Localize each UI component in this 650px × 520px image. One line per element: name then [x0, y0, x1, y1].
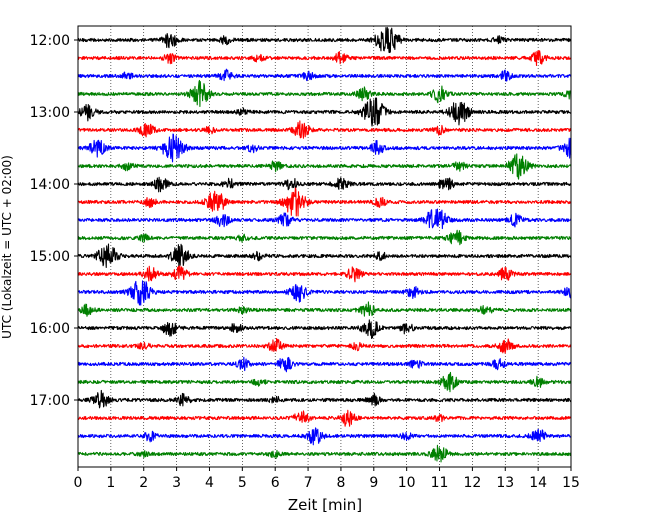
y-axis-ticks: 12:00 13:00 14:00 15:00 16:00 17:00 — [30, 33, 78, 409]
x-tick-label: 1 — [106, 475, 115, 491]
trace-13:30 — [77, 133, 572, 163]
x-tick-label: 0 — [74, 475, 83, 491]
x-tick-label: 13 — [496, 475, 514, 491]
trace-12:30 — [77, 68, 572, 82]
plot-frame — [77, 25, 572, 468]
x-tick-label: 3 — [172, 475, 181, 491]
trace-15:30 — [77, 280, 572, 306]
x-tick-label: 2 — [139, 475, 148, 491]
trace-13:45 — [77, 153, 572, 180]
trace-13:15 — [77, 120, 572, 139]
trace-16:45 — [77, 371, 572, 393]
trace-17:15 — [77, 409, 572, 427]
x-tick-label: 7 — [304, 475, 313, 491]
trace-17:00 — [77, 389, 572, 409]
trace-group — [77, 26, 572, 463]
trace-15:00 — [77, 243, 572, 269]
trace-16:30 — [77, 356, 572, 373]
x-axis-label: Zeit [min] — [288, 496, 362, 514]
trace-15:45 — [77, 301, 572, 317]
trace-14:15 — [77, 187, 572, 217]
trace-14:45 — [77, 229, 572, 246]
trace-17:45 — [77, 444, 572, 463]
trace-13:00 — [77, 97, 572, 127]
y-axis-label: UTC (Lokalzeit = UTC + 02:00) — [0, 155, 14, 339]
y-tick-label: 16:00 — [30, 321, 70, 337]
trace-15:15 — [77, 265, 572, 283]
x-tick-label: 11 — [431, 475, 449, 491]
x-tick-label: 14 — [529, 475, 547, 491]
trace-16:00 — [77, 319, 572, 339]
trace-16:15 — [77, 337, 572, 354]
x-tick-label: 15 — [562, 475, 580, 491]
trace-14:30 — [77, 208, 572, 230]
trace-17:30 — [77, 427, 572, 446]
trace-12:00 — [77, 26, 572, 54]
x-tick-label: 12 — [463, 475, 481, 491]
x-tick-label: 5 — [238, 475, 247, 491]
y-tick-label: 13:00 — [30, 105, 70, 121]
x-tick-label: 6 — [271, 475, 280, 491]
x-tick-label: 4 — [205, 475, 214, 491]
y-tick-label: 14:00 — [30, 177, 70, 193]
x-tick-label: 10 — [398, 475, 416, 491]
y-tick-label: 15:00 — [30, 249, 70, 265]
x-tick-label: 8 — [336, 475, 345, 491]
trace-14:00 — [77, 176, 572, 193]
x-tick-label: 9 — [369, 475, 378, 491]
y-tick-label: 12:00 — [30, 33, 70, 49]
y-tick-label: 17:00 — [30, 393, 70, 409]
x-axis-ticks: 0 1 2 3 4 5 6 7 8 9 10 11 12 13 14 15 — [74, 467, 580, 491]
trace-12:45 — [77, 79, 572, 108]
trace-12:15 — [77, 49, 572, 67]
